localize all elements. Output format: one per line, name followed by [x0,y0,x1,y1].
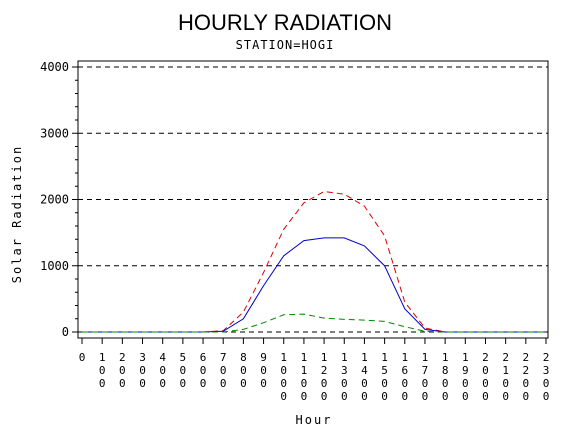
x-axis-ticks: 0 1 0 0 2 0 0 3 0 0 4 0 0 5 0 0 6 0 0 7 0 0 8 0 0 9 0 0 1 0 0 0 1 1 0 0 1 2 0 0… [79,338,550,403]
series-line-3 [82,313,546,333]
x-axis-label: Hour [296,413,333,427]
chart-title: HOURLY RADIATION [178,10,392,35]
y-axis-ticks: 0 1000 2000 3000 4000 [40,60,78,339]
x-tick-label: 0 [79,351,86,364]
grid-lines [78,66,548,267]
y-tick-label: 3000 [40,126,69,140]
series-lines [82,190,546,333]
chart-subtitle: STATION=HOGI [236,38,335,52]
y-tick-label: 4000 [40,60,69,74]
y-axis-label: Solar Radiation [10,145,24,283]
series-line-1 [82,190,546,333]
y-tick-label: 2000 [40,193,69,207]
y-tick-label: 0 [62,325,69,339]
series-line-2 [82,237,546,333]
y-tick-label: 1000 [40,259,69,273]
